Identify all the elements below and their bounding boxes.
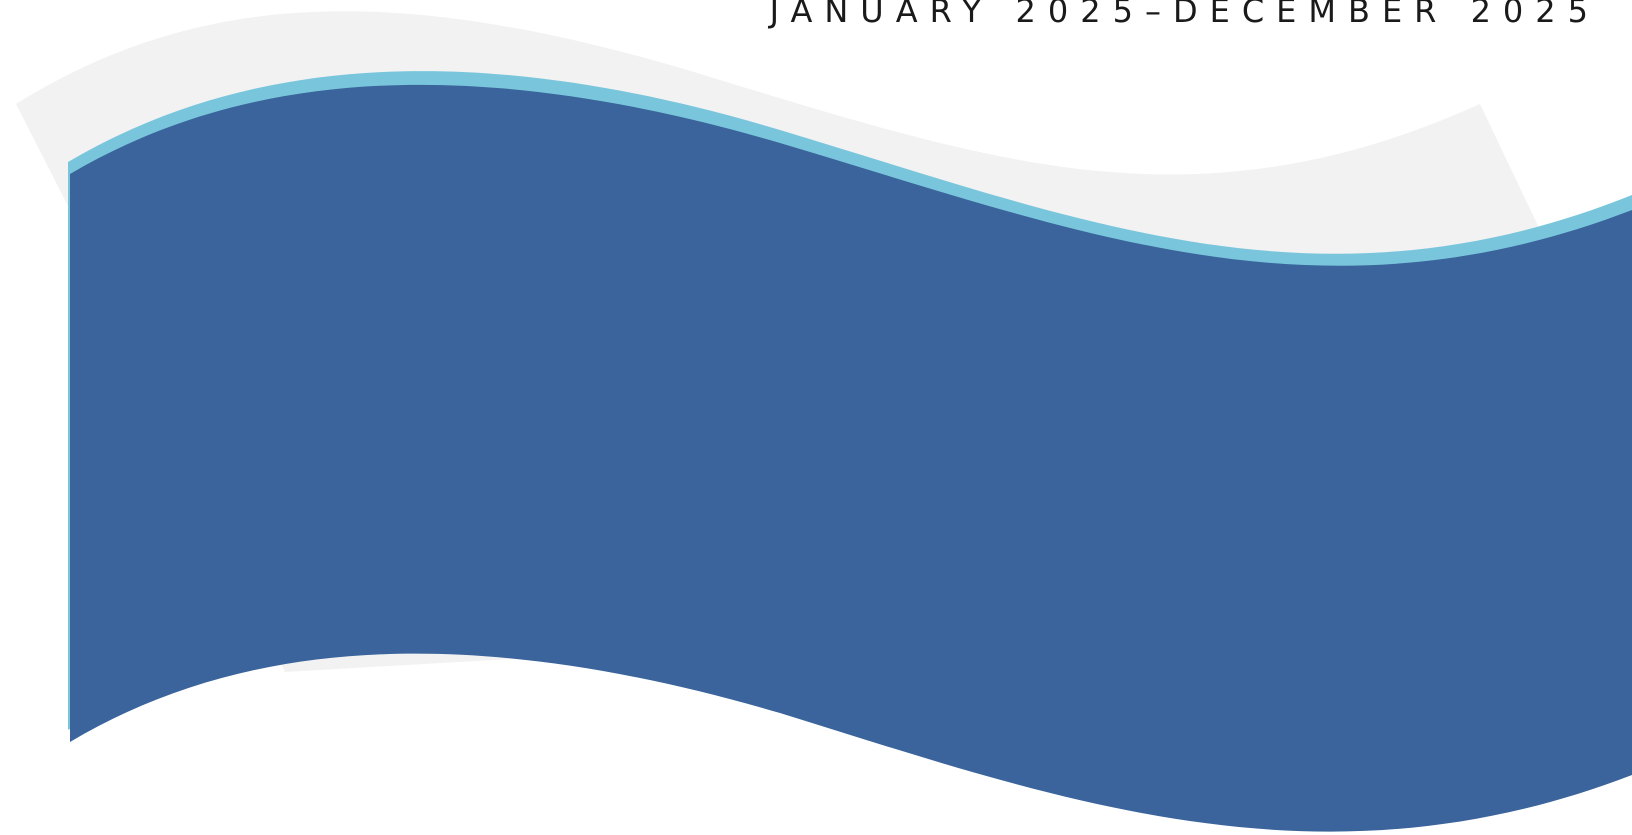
main-wave <box>70 84 1632 832</box>
date-range: JANUARY 2025–DECEMBER 2025 <box>768 0 1600 30</box>
